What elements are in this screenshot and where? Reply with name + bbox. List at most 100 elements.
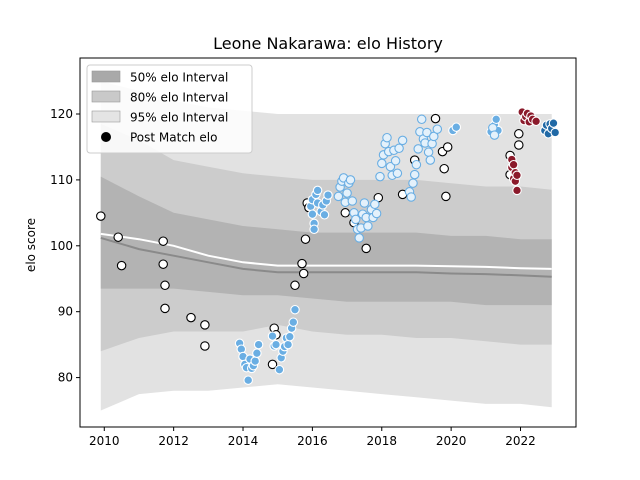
data-point <box>416 114 427 125</box>
data-point <box>312 185 323 196</box>
point-series-0 <box>96 113 524 370</box>
data-point <box>200 341 210 351</box>
data-point <box>113 232 123 242</box>
x-axis-ticks: 2010 2012 2014 2016 2018 2020 2022 <box>89 427 536 448</box>
x-tick-label: 2020 <box>436 434 467 448</box>
legend-swatch <box>91 70 121 83</box>
data-point <box>489 130 500 140</box>
data-point <box>397 135 408 146</box>
data-point <box>550 127 560 138</box>
data-point <box>290 280 300 291</box>
y-axis-label: elo score <box>24 218 38 272</box>
y-tick-label: 100 <box>50 239 73 253</box>
data-point <box>285 331 295 342</box>
data-point <box>385 161 396 172</box>
legend-swatch <box>91 90 121 103</box>
interval-lines <box>100 232 552 278</box>
data-point <box>253 339 264 350</box>
data-point <box>274 364 285 375</box>
x-tick-label: 2012 <box>158 434 189 448</box>
data-point <box>548 118 559 128</box>
plot-area <box>96 81 560 411</box>
data-point <box>382 132 392 143</box>
y-axis-ticks: 80 90 100 110 120 <box>50 107 80 385</box>
data-point <box>333 191 344 202</box>
data-point <box>300 234 311 244</box>
data-point <box>290 304 300 315</box>
x-tick-label: 2022 <box>505 434 536 448</box>
data-point <box>323 190 333 200</box>
data-point <box>432 124 443 134</box>
data-point <box>250 356 260 366</box>
data-point <box>267 331 278 341</box>
data-point <box>363 221 373 231</box>
legend-label: 50% elo Interval <box>130 71 228 85</box>
data-point <box>319 210 330 220</box>
data-point <box>361 243 371 254</box>
data-point <box>514 140 524 150</box>
y-tick-label: 80 <box>58 371 73 385</box>
data-point <box>491 114 501 125</box>
data-point <box>394 143 404 154</box>
data-point <box>186 312 196 323</box>
x-tick-label: 2018 <box>366 434 397 448</box>
data-point <box>345 175 356 185</box>
data-point <box>392 168 403 179</box>
data-point <box>252 348 262 358</box>
data-point <box>160 303 170 314</box>
data-point <box>243 375 253 385</box>
data-point <box>375 171 385 182</box>
data-point <box>297 258 307 269</box>
interval-bands <box>100 81 552 411</box>
data-point <box>423 147 434 157</box>
y-tick-label: 110 <box>50 173 73 187</box>
data-point <box>359 198 370 208</box>
legend-label: 95% elo Interval <box>130 111 228 125</box>
y-tick-label: 120 <box>50 107 73 121</box>
median-line <box>100 236 552 278</box>
data-point <box>340 208 351 218</box>
data-point <box>408 178 418 188</box>
mean-line <box>100 232 552 270</box>
axes-frame <box>79 57 577 428</box>
point-series-1 <box>234 114 503 385</box>
data-point <box>160 280 170 291</box>
data-point <box>409 169 420 180</box>
point-series-2 <box>333 114 500 243</box>
y-tick-label: 90 <box>58 305 73 319</box>
legend-box <box>86 64 253 154</box>
data-point <box>441 191 451 202</box>
data-point <box>442 142 453 152</box>
legend-label: Post Match elo <box>130 131 217 145</box>
x-tick-label: 2010 <box>89 434 120 448</box>
data-point <box>406 192 416 202</box>
data-point <box>451 122 462 132</box>
data-point <box>288 317 299 327</box>
data-point <box>283 339 293 350</box>
point-series-3 <box>507 107 541 196</box>
data-point <box>267 359 278 370</box>
data-point <box>309 224 319 235</box>
data-point <box>531 116 541 127</box>
data-point <box>298 268 309 279</box>
point-series-4 <box>540 118 560 139</box>
legend-marker <box>101 132 111 142</box>
data-point <box>390 156 401 166</box>
data-point <box>508 159 519 170</box>
data-point <box>377 158 387 169</box>
data-point <box>271 339 281 350</box>
legend-swatch <box>91 110 121 123</box>
data-point <box>371 208 382 219</box>
data-point <box>116 260 127 271</box>
data-point <box>342 188 352 198</box>
data-point <box>350 214 361 225</box>
x-tick-label: 2014 <box>228 434 259 448</box>
data-point <box>370 199 380 210</box>
data-point <box>514 129 524 139</box>
data-point <box>512 170 522 181</box>
data-point <box>439 163 449 174</box>
data-point <box>411 159 422 170</box>
data-point <box>158 259 168 269</box>
data-point <box>200 320 210 330</box>
